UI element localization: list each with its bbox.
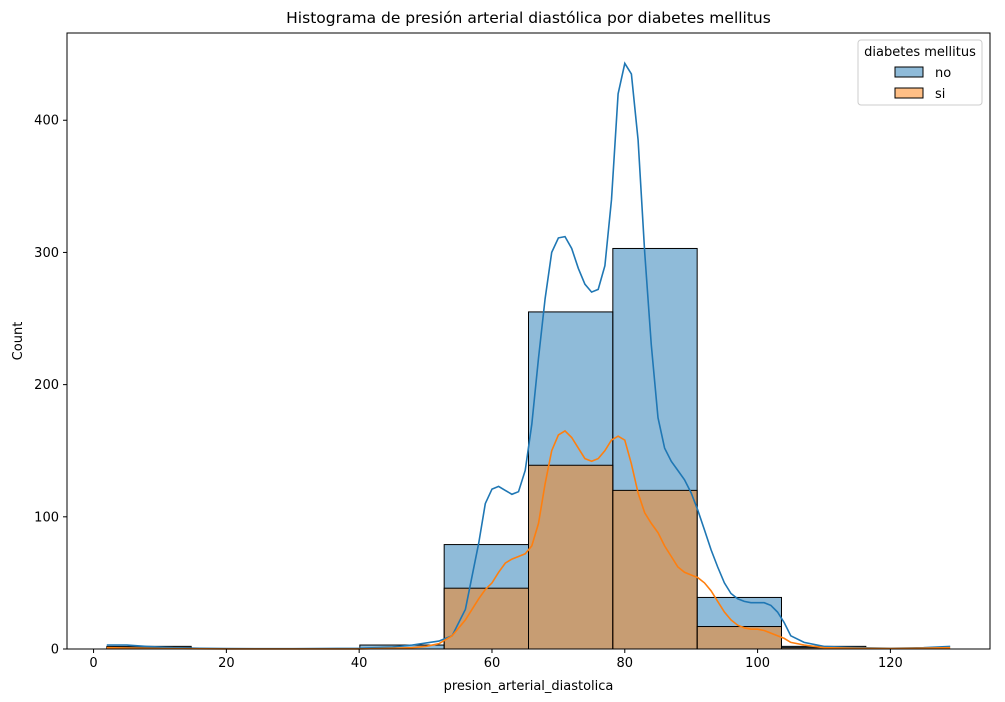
y-axis-ticks: 0 100 200 300 400: [34, 114, 67, 658]
y-tick-label: 400: [34, 114, 59, 129]
kde-curves: [106, 61, 951, 650]
x-axis-label: presion_arterial_diastolica: [444, 679, 614, 694]
x-tick-label: 20: [218, 656, 235, 671]
y-tick-label: 100: [34, 510, 59, 525]
legend-label-si: si: [935, 87, 945, 102]
x-tick-label: 60: [484, 656, 501, 671]
bar-si-5: [528, 464, 614, 650]
legend-swatch-si: [894, 87, 924, 99]
y-axis-label: Count: [11, 322, 26, 361]
chart-title: Histograma de presión arterial diastólic…: [286, 9, 771, 27]
bar-si-7: [696, 626, 782, 650]
y-tick-label: 200: [34, 378, 59, 393]
x-tick-label: 80: [617, 656, 634, 671]
y-tick-label: 0: [51, 643, 59, 658]
legend: diabetes mellitus no si: [857, 39, 983, 106]
bar-si-6: [612, 489, 698, 650]
legend-title: diabetes mellitus: [864, 45, 976, 60]
x-axis-ticks: 0 20 40 60 80 100 120: [89, 649, 903, 671]
kde-line-si: [106, 429, 951, 650]
legend-swatch-no: [894, 66, 924, 78]
x-tick-label: 0: [89, 656, 97, 671]
bar-si-4: [443, 587, 529, 650]
x-tick-label: 40: [351, 656, 368, 671]
x-tick-label: 120: [878, 656, 903, 671]
x-tick-label: 100: [745, 656, 770, 671]
legend-items: no si: [894, 66, 951, 102]
y-tick-label: 300: [34, 246, 59, 261]
legend-label-no: no: [935, 66, 951, 81]
plot-frame: [66, 32, 991, 650]
